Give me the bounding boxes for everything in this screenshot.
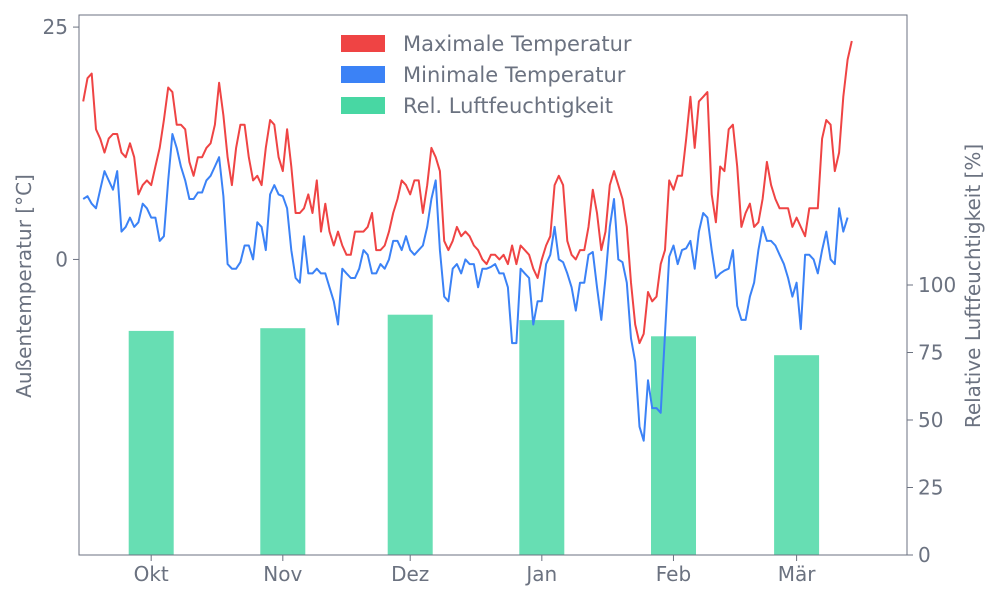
humidity-bar-nov [260, 328, 306, 555]
legend-swatch [341, 97, 385, 114]
legend: Maximale Temperatur Minimale Temperatur Re… [341, 32, 632, 118]
legend-swatch [341, 35, 385, 52]
max-temperature-line [82, 40, 853, 345]
legend-swatch [341, 66, 385, 83]
y-left-tick-label: 0 [55, 247, 68, 271]
humidity-bar-feb [651, 336, 696, 555]
x-tick-label: Feb [656, 562, 691, 586]
y-right-tick-label: 50 [918, 408, 943, 432]
humidity-bar-jan [519, 320, 565, 555]
y-right-tick-label: 0 [918, 543, 931, 567]
x-tick-label: Dez [391, 562, 429, 586]
humidity-bar-mär [774, 355, 820, 555]
x-tick-label: Okt [134, 562, 169, 586]
y-left-axis-ticks: 0 25 [43, 15, 79, 271]
humidity-bar-dez [387, 314, 433, 555]
humidity-bar-okt [128, 330, 174, 555]
y-right-tick-label: 100 [918, 273, 956, 297]
x-tick-label: Jan [524, 562, 557, 586]
legend-label: Rel. Luftfeuchtigkeit [403, 94, 613, 118]
humidity-bars [128, 314, 820, 555]
y-right-tick-label: 25 [918, 476, 943, 500]
y-right-axis-label: Relative Luftfeuchtigkeit [%] [961, 144, 985, 428]
x-tick-label: Mär [778, 562, 817, 586]
min-temperature-line [82, 133, 849, 442]
legend-label: Minimale Temperatur [403, 63, 626, 87]
y-left-tick-label: 25 [43, 15, 68, 39]
x-axis-ticks: Okt Nov Dez Jan Feb Mär [134, 555, 817, 586]
legend-label: Maximale Temperatur [403, 32, 632, 56]
y-right-tick-label: 75 [918, 341, 943, 365]
y-right-axis-ticks: 0 25 50 75 100 [907, 273, 956, 567]
x-tick-label: Nov [263, 562, 302, 586]
y-left-axis-label: Außentemperatur [°C] [12, 174, 36, 398]
temperature-lines [82, 40, 853, 442]
